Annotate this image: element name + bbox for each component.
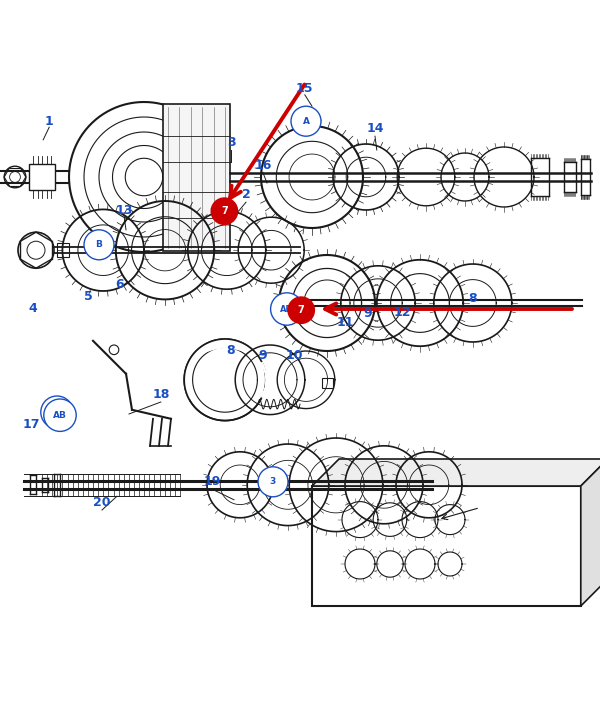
Text: 18: 18 [152,388,169,401]
Text: 7: 7 [298,305,305,315]
Text: 11: 11 [336,316,354,328]
Bar [57,243,69,258]
Text: 17: 17 [23,418,41,431]
Text: AB: AB [280,304,293,313]
Circle shape [4,166,26,188]
Circle shape [10,171,20,182]
Text: 13: 13 [116,203,133,216]
Bar [163,104,230,251]
Text: B: B [95,241,103,249]
Circle shape [27,241,45,259]
Bar [322,378,333,388]
Circle shape [271,293,303,325]
Circle shape [41,396,73,428]
Text: 10: 10 [285,348,303,362]
Bar [29,164,55,190]
Text: 12: 12 [393,306,411,318]
Text: 14: 14 [366,123,384,136]
Circle shape [18,232,54,268]
Circle shape [44,399,76,431]
Text: 1: 1 [45,115,53,128]
Text: 3: 3 [270,477,276,486]
Text: 9: 9 [258,348,266,362]
Circle shape [288,297,314,323]
Text: 20: 20 [93,496,111,509]
Circle shape [211,198,238,224]
Circle shape [258,467,288,497]
Circle shape [109,345,119,355]
Polygon shape [312,459,600,486]
Circle shape [84,230,114,260]
Text: 5: 5 [84,291,92,303]
Text: 19: 19 [203,476,220,488]
Text: 4: 4 [29,303,37,316]
Text: 3: 3 [227,136,235,149]
Text: 16: 16 [254,159,271,171]
Text: 8: 8 [227,344,235,358]
Circle shape [291,106,321,136]
Text: 2: 2 [242,188,250,201]
Text: 8: 8 [469,292,477,306]
Text: AB: AB [53,411,67,420]
Text: 9: 9 [364,307,372,321]
Text: 7: 7 [221,206,228,216]
Text: 6: 6 [116,278,124,291]
Text: 15: 15 [296,81,314,95]
Text: A: A [302,116,310,126]
Polygon shape [581,459,600,606]
